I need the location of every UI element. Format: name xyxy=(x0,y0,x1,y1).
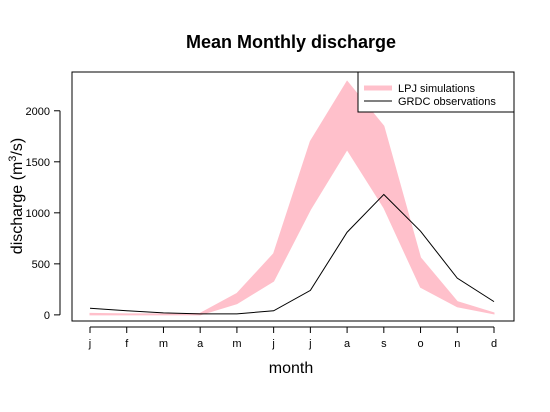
x-tick-label: d xyxy=(491,338,497,350)
x-axis-label: month xyxy=(269,360,313,377)
x-tick-label: o xyxy=(417,338,423,350)
y-tick-label: 0 xyxy=(44,310,50,322)
y-axis-label: discharge (m3/s) xyxy=(7,138,26,254)
legend-label-lpj: LPJ simulations xyxy=(398,83,476,95)
x-tick-label: j xyxy=(271,338,274,350)
x-tick-label: a xyxy=(344,338,351,350)
x-tick-label: j xyxy=(308,338,311,350)
y-tick-label: 500 xyxy=(32,259,50,271)
y-axis-label-superscript: 3 xyxy=(7,156,19,162)
y-axis-label-main: discharge (m xyxy=(9,162,26,254)
legend-box xyxy=(357,71,515,113)
x-tick-label: j xyxy=(88,338,91,350)
legend-label-grdc: GRDC observations xyxy=(398,96,496,108)
x-tick-label: m xyxy=(159,338,168,350)
x-tick-label: f xyxy=(125,338,129,350)
y-tick-label: 1000 xyxy=(26,208,50,220)
y-axis: 0 500 1000 1500 2000 xyxy=(26,106,61,322)
y-axis-label-tail: /s) xyxy=(9,138,26,156)
lpj-simulation-band xyxy=(89,80,495,316)
chart-title: Mean Monthly discharge xyxy=(186,32,396,52)
plot-border xyxy=(71,71,515,322)
y-tick-label: 1500 xyxy=(26,157,50,169)
legend: LPJ simulations GRDC observations xyxy=(357,71,515,113)
x-tick-label: m xyxy=(232,338,241,350)
plot-area xyxy=(89,80,495,316)
x-tick-label: s xyxy=(381,338,387,350)
y-tick-label: 2000 xyxy=(26,106,50,118)
x-tick-label: a xyxy=(197,338,204,350)
grdc-observation-line xyxy=(89,193,495,315)
x-tick-label: n xyxy=(454,338,460,350)
